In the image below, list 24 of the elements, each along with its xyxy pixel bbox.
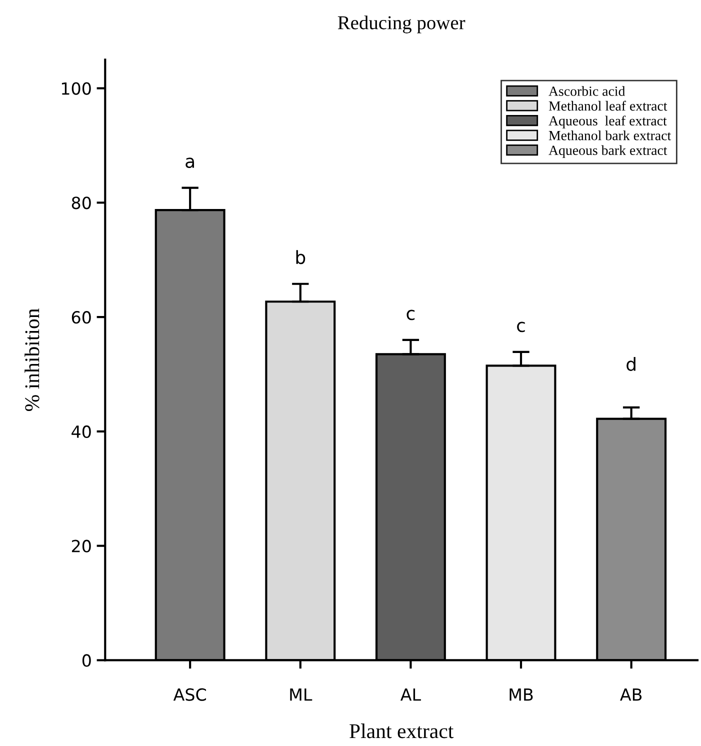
x-tick-label: ASC	[173, 688, 206, 701]
x-tick-label: AL	[400, 688, 421, 701]
legend-label: Methanol leaf extract	[548, 100, 668, 111]
x-tick-label: ML	[290, 688, 312, 701]
y-axis-title: % inhibition	[24, 308, 40, 412]
y-tick-label: 80	[72, 196, 91, 210]
legend-label: Aqueous bark extract	[548, 145, 668, 158]
y-tick-label: 0	[82, 654, 91, 667]
y-tick-label: 40	[72, 425, 91, 438]
annotation: c	[517, 322, 525, 332]
annotation: c	[406, 310, 415, 320]
annotation: d	[626, 357, 636, 371]
x-axis-title: Plant extract	[350, 724, 454, 738]
chart-title: Reducing power	[338, 16, 466, 34]
x-tick-label: AB	[620, 688, 642, 701]
y-tick-label: 60	[72, 311, 91, 324]
legend-label: Methanol bark extract	[548, 130, 672, 140]
legend-label: Ascorbic acid	[548, 86, 626, 96]
legend-label: Aqueous leaf extract	[548, 116, 667, 128]
y-tick-label: 100	[62, 82, 91, 95]
y-tick-label: 20	[72, 540, 91, 552]
x-tick-label: MB	[510, 688, 533, 701]
annotation: b	[296, 250, 306, 264]
annotation: a	[186, 158, 194, 168]
